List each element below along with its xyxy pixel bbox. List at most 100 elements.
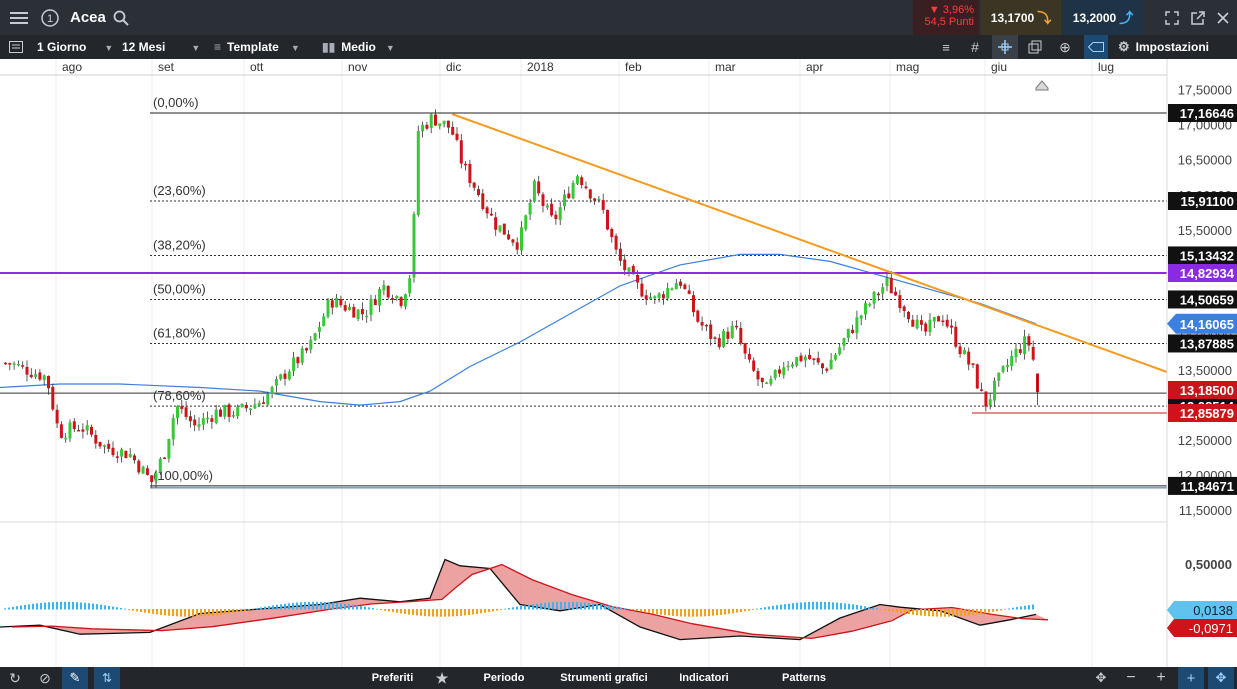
drawing-tools-button[interactable]: Strumenti grafici <box>554 667 654 689</box>
candle-body <box>679 281 683 286</box>
favorites-button[interactable]: Preferiti <box>355 667 430 689</box>
popout-icon[interactable] <box>1186 0 1210 35</box>
grid-icon[interactable]: # <box>971 39 979 55</box>
chart-number-icon[interactable]: 1 <box>38 0 62 35</box>
macd-histogram-bar <box>616 606 618 610</box>
macd-histogram-bar <box>84 602 86 610</box>
candle-body <box>141 466 145 474</box>
candle-body <box>872 292 876 304</box>
search-icon[interactable] <box>110 0 132 35</box>
macd-histogram-bar <box>824 601 826 610</box>
month-label: 2018 <box>527 60 554 74</box>
symbol-name[interactable]: Acea <box>70 9 106 26</box>
candle-body <box>971 363 975 365</box>
macd-histogram-bar <box>176 609 178 617</box>
candle-body <box>704 324 708 327</box>
sell-price-button[interactable]: 13,1700 ⤵ <box>981 0 1061 35</box>
candle-body <box>115 456 119 458</box>
scroll-marker-icon[interactable] <box>1035 80 1049 91</box>
candle-body <box>446 120 450 128</box>
candle-body <box>687 290 691 294</box>
settings-button[interactable]: ⚙ Impostazioni <box>1118 35 1236 59</box>
candle-body <box>29 374 33 378</box>
template-select[interactable]: ≡ Template ▼ <box>214 35 309 59</box>
candle-body <box>330 300 334 308</box>
price-chart[interactable]: 17,5000017,0000016,5000016,0000015,50000… <box>0 59 1237 667</box>
candle-body <box>735 325 738 328</box>
macd-histogram-bar <box>460 609 462 616</box>
weight-select[interactable]: ▮▮ Medio ▼ <box>322 35 402 59</box>
candle-body <box>532 180 536 202</box>
range-select[interactable]: 12 Mesi ▼ <box>122 35 207 59</box>
arrows-icon[interactable]: ⇅ <box>94 667 120 689</box>
refresh-icon[interactable]: ↻ <box>9 669 21 686</box>
macd-histogram-bar <box>24 604 26 610</box>
macd-histogram-bar <box>820 601 822 610</box>
macd-histogram-bar <box>828 602 830 610</box>
period-button[interactable]: Periodo <box>458 667 550 689</box>
zoom-out-icon[interactable]: − <box>1126 669 1136 686</box>
macd-histogram-bar <box>964 609 966 616</box>
candle-body <box>382 285 386 291</box>
fibonacci-retracement: (0,00%) (23,60%) (38,20%) (50,00%) (61,80%) (… <box>0 95 1167 489</box>
candle-body <box>386 285 390 298</box>
candle-body <box>434 114 437 126</box>
patterns-button[interactable]: Patterns <box>755 667 853 689</box>
zoom-in-icon[interactable]: + <box>1156 669 1166 686</box>
cursor-toggle-icon[interactable]: ✥ <box>1208 667 1234 689</box>
candle-body <box>343 305 347 311</box>
macd-histogram-bar <box>816 601 818 610</box>
candle-body <box>489 213 493 216</box>
interval-select[interactable]: 1 Giorno ▼ <box>37 35 117 59</box>
candle-body <box>468 163 472 184</box>
candle-body <box>442 120 446 125</box>
macd-histogram-bar <box>312 601 314 610</box>
price-tick-label: 17,50000 <box>1178 83 1232 98</box>
copy-icon[interactable] <box>1024 35 1046 59</box>
disable-icon[interactable]: ⊘ <box>39 669 51 686</box>
trend-line[interactable] <box>451 113 1168 373</box>
indicators-button[interactable]: Indicatori <box>658 667 750 689</box>
candle-body <box>898 295 902 309</box>
chevron-down-icon: ▼ <box>385 43 395 53</box>
drawing-tools-label: Strumenti grafici <box>560 672 648 684</box>
price-tick-label: 11,50000 <box>1179 503 1232 518</box>
list-icon[interactable] <box>6 35 26 59</box>
expand-icon[interactable] <box>1160 0 1184 35</box>
fib-level-tag-text: 15,13432 <box>1180 248 1234 263</box>
label-tag-icon[interactable] <box>1084 35 1108 59</box>
macd-histogram-bar <box>748 609 750 611</box>
macd-histogram-bar <box>592 603 594 610</box>
crosshair-toggle-icon[interactable]: + <box>1178 667 1204 689</box>
macd-histogram-bar <box>576 602 578 610</box>
favorites-label: Preferiti <box>371 672 414 684</box>
candle-body <box>55 409 59 424</box>
macd-histogram-bar <box>292 602 294 610</box>
candle-body <box>614 235 618 250</box>
candle-body <box>962 349 966 355</box>
macd-histogram-bar <box>484 609 486 613</box>
buy-price-button[interactable]: 13,2000 ⤴ <box>1063 0 1143 35</box>
macd-histogram-bar <box>260 607 262 610</box>
fit-icon[interactable]: ✥ <box>1095 670 1107 685</box>
crosshair-icon[interactable] <box>992 35 1018 59</box>
candle-body <box>8 363 12 365</box>
month-label: mar <box>715 60 736 74</box>
candle-body <box>520 227 523 251</box>
candle-body <box>829 359 833 370</box>
pencil-icon[interactable]: ✎ <box>62 667 88 689</box>
star-icon[interactable]: ★ <box>435 670 449 686</box>
close-icon[interactable] <box>1212 0 1234 35</box>
menu-icon[interactable] <box>8 0 30 35</box>
macd-histogram-bar <box>480 609 482 614</box>
macd-histogram-bar <box>264 606 266 610</box>
macd-histogram-bar <box>476 609 478 614</box>
candle-body <box>919 320 923 325</box>
macd-histogram-bar <box>496 609 498 611</box>
trade-list-icon[interactable]: ≡ <box>942 39 950 55</box>
candle-body <box>300 348 304 363</box>
pointer-icon[interactable]: ⊕ <box>1059 38 1071 55</box>
month-label: ott <box>250 60 264 74</box>
macd-histogram-bar <box>228 609 230 614</box>
macd-histogram-bar <box>340 603 342 610</box>
